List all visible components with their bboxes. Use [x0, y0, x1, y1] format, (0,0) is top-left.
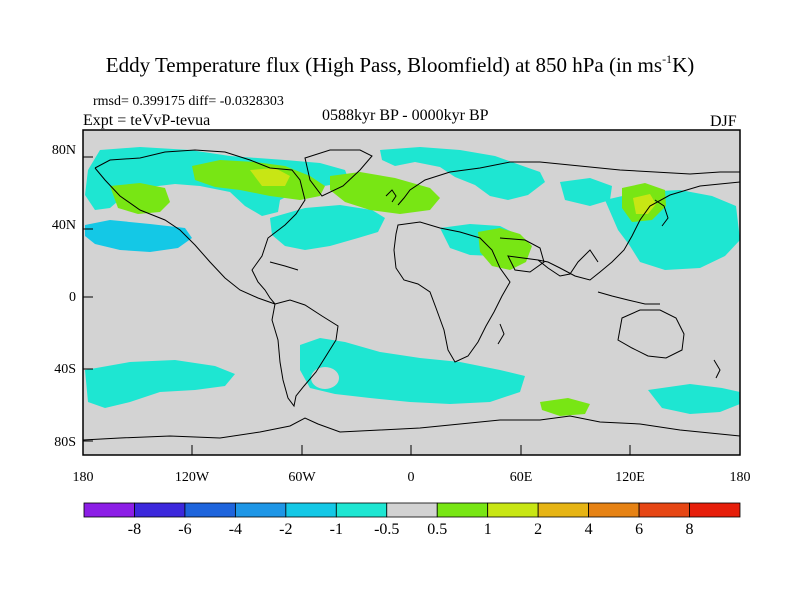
neutral-hole-south-atlantic: [311, 367, 339, 389]
colorbar-box-1: [134, 502, 186, 518]
colorbar-box-11: [638, 502, 690, 518]
positive-field-north-pacific-gulf: [110, 183, 170, 214]
colorbar-box-2: [184, 502, 236, 518]
positive-field-europe: [330, 172, 440, 214]
latitude-ticks: [83, 156, 93, 442]
colorbar: [83, 502, 741, 518]
colorbar-box-0: [83, 502, 135, 518]
positive-field-canada-core: [250, 168, 290, 186]
colorbar-box-10: [588, 502, 640, 518]
negative-field-eurasia: [380, 147, 545, 200]
coastline-europe-asia: [397, 161, 740, 206]
coastlines: [83, 149, 740, 441]
lat-label-40s: 40S: [54, 362, 76, 377]
colorbar-label-10: 6: [635, 521, 644, 538]
colorbar-box-3: [234, 502, 287, 518]
coastline-north-america: [94, 149, 306, 305]
positive-field-east-asia-core: [633, 194, 656, 214]
lat-label-40n: 40N: [51, 218, 76, 233]
negative-field-north-pacific: [85, 220, 192, 252]
coastline-australia: [617, 309, 685, 359]
colorbar-box-9: [537, 502, 590, 518]
colorbar-box-5: [335, 502, 388, 518]
colorbar-label-9: 4: [584, 521, 593, 538]
coastline-south-america: [271, 299, 339, 408]
negative-field-south-pacific: [85, 360, 235, 408]
colorbar-label-0: -8: [127, 521, 142, 538]
rmsd-text: rmsd= 0.399175 diff= -0.0328303: [93, 94, 284, 109]
negative-field-southern-ocean-east: [648, 384, 740, 414]
colorbar-label-2: -4: [228, 521, 243, 538]
negative-field-south-atlantic: [300, 338, 525, 404]
colorbar-box-8: [487, 502, 539, 518]
colorbar-box-12: [689, 502, 741, 518]
colorbar-box-4: [285, 502, 337, 518]
lon-label-60w: 60W: [288, 470, 316, 485]
coastline-arabia-india: [499, 237, 599, 277]
coastline-antarctica: [83, 415, 740, 441]
positive-field-southern-ocean: [540, 398, 590, 416]
lat-label-0: 0: [69, 290, 76, 305]
colorbar-label-3: -2: [279, 521, 293, 538]
colorbar-box-7: [436, 502, 489, 518]
longitude-ticks: [82, 445, 741, 455]
negative-field-central-asia: [560, 178, 612, 206]
lon-label-0: 0: [407, 470, 415, 485]
coastline-japan: [654, 199, 669, 227]
lon-label-120e: 120E: [615, 470, 645, 485]
negative-field-north-atlantic: [270, 205, 385, 250]
colorbar-label-6: 0.5: [427, 521, 448, 538]
colorbar-label-8: 2: [534, 521, 543, 538]
coastline-madagascar: [497, 323, 505, 345]
coastline-east-asia: [537, 181, 740, 281]
season-label: DJF: [710, 113, 737, 130]
lon-label-180w: 180: [72, 470, 94, 485]
coastline-maritime-continent: [597, 291, 660, 305]
coastline-new-zealand: [713, 359, 721, 379]
colorbar-label-11: 8: [685, 521, 694, 538]
coastline-british-isles: [385, 189, 397, 203]
lon-label-120w: 120W: [174, 470, 210, 485]
positive-field-middle-east: [478, 228, 532, 270]
colorbar-label-7: 1: [483, 521, 492, 538]
colorbar-label-4: -1: [329, 521, 343, 538]
colorbar-label-1: -6: [178, 521, 192, 538]
lat-label-80s: 80S: [54, 435, 76, 450]
lon-label-180e: 180: [729, 470, 751, 485]
coastline-caribbean: [269, 261, 299, 271]
coastline-africa: [393, 221, 511, 363]
chart-title: Eddy Temperature flux (High Pass, Bloomf…: [105, 52, 695, 77]
coastline-north-america-west: [94, 167, 276, 305]
experiment-label: Expt = teVvP-tevua: [83, 112, 211, 129]
lon-label-60e: 60E: [509, 470, 533, 485]
lat-label-80n: 80N: [51, 143, 76, 158]
colorbar-box-6: [386, 502, 438, 518]
period-label: 0588kyr BP - 0000kyr BP: [322, 107, 489, 124]
colorbar-label-5: -0.5: [374, 521, 400, 538]
coastline-greenland: [304, 149, 373, 197]
